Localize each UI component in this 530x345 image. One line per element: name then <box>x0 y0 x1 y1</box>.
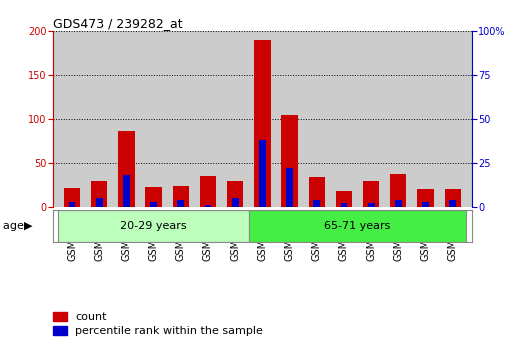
Text: ▶: ▶ <box>24 221 32 231</box>
Bar <box>308 177 325 207</box>
Bar <box>200 176 216 207</box>
Bar <box>91 181 108 207</box>
Text: age: age <box>3 221 27 231</box>
Legend: count, percentile rank within the sample: count, percentile rank within the sample <box>53 312 263 336</box>
Bar <box>417 189 434 207</box>
Bar <box>232 198 239 207</box>
Text: 65-71 years: 65-71 years <box>324 221 391 231</box>
Bar <box>96 198 103 207</box>
Bar <box>286 168 293 207</box>
Bar <box>259 140 266 207</box>
Bar <box>254 40 270 207</box>
Bar <box>336 191 352 207</box>
Bar <box>64 188 80 207</box>
Bar <box>227 181 243 207</box>
Bar <box>58 210 249 241</box>
Bar <box>390 175 407 207</box>
Bar <box>281 115 298 207</box>
Bar <box>145 187 162 207</box>
Bar <box>249 210 466 241</box>
Bar <box>422 202 429 207</box>
Bar <box>118 131 135 207</box>
Bar <box>313 200 320 207</box>
Bar <box>368 204 375 207</box>
Bar <box>123 175 130 207</box>
Bar <box>445 189 461 207</box>
Text: GDS473 / 239282_at: GDS473 / 239282_at <box>53 17 183 30</box>
Bar <box>449 200 456 207</box>
Text: 20-29 years: 20-29 years <box>120 221 187 231</box>
Bar <box>178 200 184 207</box>
Bar <box>150 202 157 207</box>
Bar <box>205 205 211 207</box>
Bar <box>363 181 379 207</box>
Bar <box>68 202 75 207</box>
Bar <box>173 186 189 207</box>
Bar <box>340 204 347 207</box>
Bar <box>395 200 402 207</box>
